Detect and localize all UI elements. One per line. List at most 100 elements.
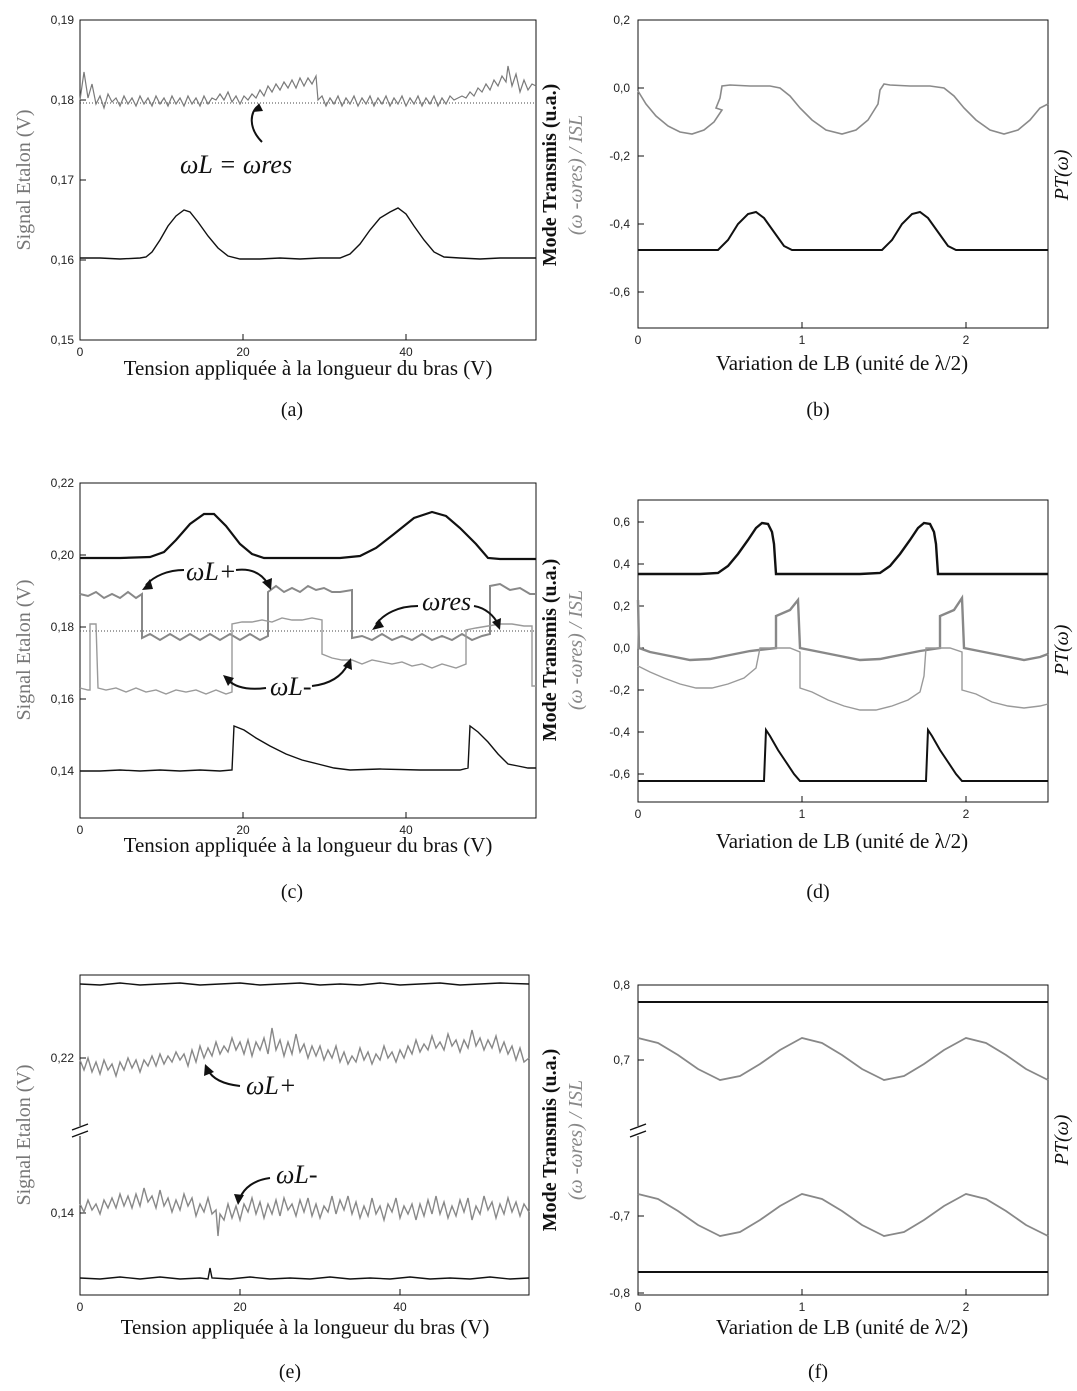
ticks-d xyxy=(638,521,967,802)
ytick-d-6: -0,6 xyxy=(609,767,630,781)
ytick-f-3: -0,8 xyxy=(609,1286,630,1300)
ytick-c-3: 0,16 xyxy=(51,692,75,706)
annotation-c-wlplus: ωL+ xyxy=(186,557,236,586)
ytick-c-2: 0,18 xyxy=(51,620,75,634)
ticks-e xyxy=(80,1057,401,1295)
series-c-wlplus xyxy=(79,582,536,642)
series-c-bottom xyxy=(80,724,536,772)
axis-break-f xyxy=(629,1123,647,1138)
arrowhead-c-plus-right xyxy=(262,578,272,590)
ytick-d-5: -0,4 xyxy=(609,725,630,739)
xtick-e-2: 40 xyxy=(393,1300,407,1314)
caption-f: (f) xyxy=(808,1361,828,1383)
ylabel-f-left2: (ω -ωres) / ISL xyxy=(565,1080,587,1200)
ytick-f-2: -0,7 xyxy=(609,1209,630,1223)
ylabel-e: Signal Etalon (V) xyxy=(13,1064,35,1205)
series-e-bottom xyxy=(79,1267,530,1280)
series-f-upper-cos xyxy=(637,1037,1049,1081)
xtick-b-0: 0 xyxy=(635,333,642,347)
ytick-a-0: 0,19 xyxy=(51,13,75,27)
ytick-f-1: 0,7 xyxy=(613,1053,630,1067)
arrowhead-c-plus-left xyxy=(142,579,153,590)
arrowhead-c-minus-right xyxy=(343,658,352,670)
ylabel-f-left: Mode Transmis (u.a.) xyxy=(539,1049,561,1232)
xlabel-e: Tension appliquée à la longueur du bras … xyxy=(121,1315,490,1339)
xtick-e-1: 20 xyxy=(233,1300,247,1314)
xlabel-c: Tension appliquée à la longueur du bras … xyxy=(124,833,493,857)
ylabel-f-right: PT(ω) xyxy=(1051,1114,1073,1166)
ytick-c-1: 0,20 xyxy=(51,548,75,562)
ytick-d-4: -0,2 xyxy=(609,683,630,697)
series-b-gray xyxy=(637,83,1049,135)
ytick-a-3: 0,16 xyxy=(51,253,75,267)
ytick-d-2: 0,2 xyxy=(613,599,630,613)
series-d-gray-thick xyxy=(636,594,1049,662)
arrow-c-plus-left xyxy=(145,569,185,586)
series-e-top xyxy=(79,982,530,986)
xtick-b-2: 2 xyxy=(963,333,970,347)
panel-d: 0,6 0,4 0,2 0,0 -0,2 -0,4 -0,6 0 1 2 Mod… xyxy=(539,499,1073,903)
caption-e: (e) xyxy=(279,1361,301,1383)
caption-b: (b) xyxy=(806,399,829,421)
series-d-gray-thin xyxy=(637,647,1049,711)
xtick-a-2: 40 xyxy=(399,345,413,359)
arrowhead-e-minus xyxy=(234,1194,244,1205)
arrowhead-c-minus-left xyxy=(223,675,234,686)
ylabel-d-left2: (ω -ωres) / ISL xyxy=(565,590,587,710)
arrowhead-e-plus xyxy=(204,1064,214,1076)
plot-frame-d xyxy=(637,499,1049,803)
series-d-bottom xyxy=(638,726,1048,782)
panel-f: 0,8 0,7 -0,7 -0,8 0 1 2 Mode Transmis (u… xyxy=(539,978,1073,1383)
series-e-wlplus xyxy=(79,1027,530,1079)
ytick-c-0: 0,22 xyxy=(51,476,75,490)
xtick-d-1: 1 xyxy=(799,807,806,821)
ylabel-a: Signal Etalon (V) xyxy=(13,109,35,250)
xlabel-a: Tension appliquée à la longueur du bras … xyxy=(124,356,493,380)
arrow-e-minus xyxy=(239,1177,271,1199)
arrow-c-res-left xyxy=(375,605,419,625)
ticks-a xyxy=(80,19,407,341)
caption-d: (d) xyxy=(806,881,829,903)
xtick-c-0: 0 xyxy=(77,823,84,837)
plot-frame-a xyxy=(79,19,537,341)
ytick-b-0: 0,2 xyxy=(613,13,630,27)
series-e-wlminus xyxy=(79,1187,530,1237)
annotation-c-wlminus: ωL- xyxy=(270,672,311,701)
series-d-top xyxy=(638,521,1048,576)
xtick-d-2: 2 xyxy=(963,807,970,821)
ytick-e-0: 0,22 xyxy=(51,1051,75,1065)
ylabel-b-right: PT(ω) xyxy=(1051,149,1073,201)
ylabel-b-left2: (ω -ωres) / ISL xyxy=(565,115,587,235)
ytick-c-4: 0,14 xyxy=(51,764,75,778)
xtick-b-1: 1 xyxy=(799,333,806,347)
plot-frame-c xyxy=(79,482,537,819)
arrowhead-c-res-left xyxy=(372,619,384,630)
panel-e: 0,22 0,14 0 20 40 ωL+ ωL- Signal Etalon … xyxy=(13,974,530,1383)
ytick-b-3: -0,4 xyxy=(609,217,630,231)
ytick-f-0: 0,8 xyxy=(613,978,630,992)
xtick-a-1: 20 xyxy=(236,345,250,359)
annotation-a-res: ωL = ωres xyxy=(180,150,292,179)
ytick-a-4: 0,15 xyxy=(51,333,75,347)
arrowhead-a xyxy=(253,103,263,112)
ylabel-c: Signal Etalon (V) xyxy=(13,579,35,720)
annotation-e-wlplus: ωL+ xyxy=(246,1071,296,1100)
caption-c: (c) xyxy=(281,881,303,903)
ytick-e-1: 0,14 xyxy=(51,1206,75,1220)
ylabel-b-left: Mode Transmis (u.a.) xyxy=(539,84,561,267)
panel-a: 0,19 0,18 0,17 0,16 0,15 0 20 40 ωL = ωr… xyxy=(13,13,537,421)
xlabel-b: Variation de LB (unité de λ/2) xyxy=(716,351,968,375)
xtick-f-0: 0 xyxy=(635,1300,642,1314)
arrow-c-minus-left xyxy=(227,679,267,690)
ticks-f xyxy=(638,984,967,1295)
panel-c: 0,22 0,20 0,18 0,16 0,14 0 20 40 ωL+ ωre… xyxy=(13,476,537,903)
series-c-top xyxy=(80,510,536,561)
xtick-c-2: 40 xyxy=(399,823,413,837)
ytick-a-1: 0,18 xyxy=(51,93,75,107)
ytick-d-0: 0,6 xyxy=(613,515,630,529)
annotation-c-res: ωres xyxy=(422,587,471,616)
ticks-c xyxy=(80,482,407,818)
plot-frame-e xyxy=(79,974,530,1296)
ylabel-d-left: Mode Transmis (u.a.) xyxy=(539,559,561,742)
